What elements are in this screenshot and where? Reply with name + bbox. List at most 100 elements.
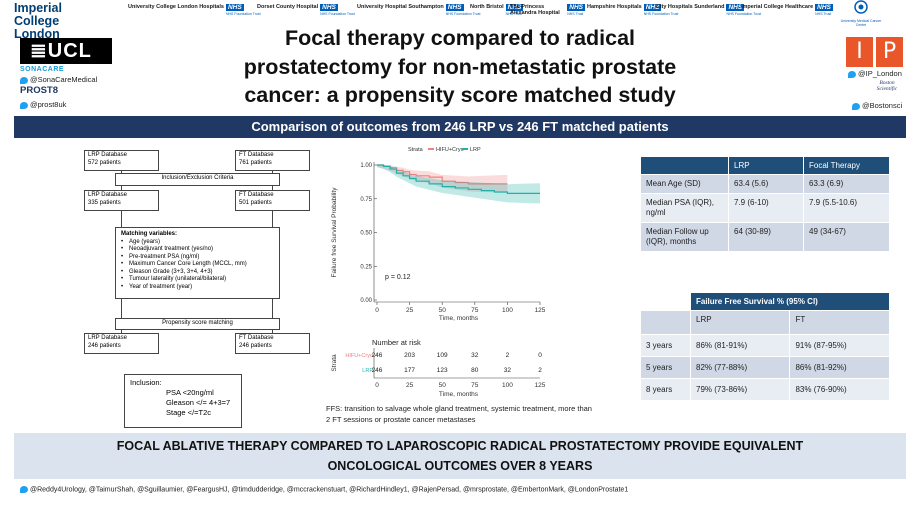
risk-x-tick-label: 0: [375, 382, 379, 389]
imperial-college-logo: Imperial College London: [14, 1, 62, 41]
x-tick-label: 125: [535, 307, 546, 314]
nhs-badge: NHS: [445, 4, 464, 11]
comparison-banner: Comparison of outcomes from 246 LRP vs 2…: [14, 116, 906, 138]
connector: [121, 186, 122, 190]
ip-logo-letter: I: [846, 37, 873, 67]
twitter-icon: [852, 102, 860, 110]
box-line: 246 patients: [88, 342, 121, 349]
title-line: prostatectomy for non-metastatic prostat…: [243, 54, 677, 79]
y-axis-label: Failure free Survival Probability: [331, 187, 338, 278]
table-cell: 86% (81-91%): [689, 334, 791, 357]
trust-logo: North Bristol NHS NHS Trust: [470, 4, 524, 16]
trust-name: University College London Hospitals: [128, 4, 224, 10]
nhs-badge: NHS: [567, 4, 585, 11]
legend-label: LRP: [470, 147, 481, 153]
table-cell: 82% (77-88%): [689, 356, 791, 379]
cancer-centre-label: University Medical Cancer Centre: [840, 19, 882, 27]
risk-value: 177: [404, 367, 415, 374]
twitter-icon: [848, 70, 856, 78]
box-line: FT Database: [239, 335, 274, 341]
inclusion-item: Stage </=T2c: [166, 408, 212, 417]
table-header: LRP: [728, 156, 804, 175]
table-cell: 86% (81-92%): [789, 356, 890, 379]
trust-logo: Dorset County Hospital NHS NHS Foundation …: [257, 4, 355, 16]
x-tick-label: 75: [471, 307, 479, 314]
risk-x-tick-label: 125: [535, 382, 546, 389]
plot-panel: [372, 160, 545, 305]
nhs-block: NHS NHS Trust: [505, 4, 524, 16]
table-cell: Median PSA (IQR), ng/ml: [640, 193, 729, 223]
risk-value: 2: [506, 352, 510, 359]
trust-name: University Hospital Southampton: [357, 4, 444, 10]
trust-logo: Imperial College Healthcare NHS NHS Trust: [741, 4, 833, 16]
prost8-logo: PROST8: [20, 85, 59, 96]
trust-subtitle: NHS Foundation Trust: [726, 12, 762, 16]
y-tick-label: 1.00: [360, 163, 372, 169]
ffs-table: Failure Free Survival % (95% CI) LRP FT 3 …: [640, 292, 890, 401]
box-line: LRP Database: [88, 152, 127, 158]
box-line: 761 patients: [239, 159, 272, 166]
bullet-icon: •: [121, 238, 124, 245]
table-row: 5 years 82% (77-88%) 86% (81-92%): [640, 356, 890, 379]
km-survival-chart: Strata HIFU+Cryo LRP 0.00 0.25 0.50 0.75 1.00 0 2…: [331, 147, 546, 398]
cancer-centre-emblem-icon: [854, 0, 868, 14]
table-cell: 7.9 (5.5-10.6): [803, 193, 890, 223]
risk-value: 32: [471, 352, 479, 359]
table-subheader: [640, 310, 691, 335]
connector: [121, 211, 122, 227]
inclusion-box: Inclusion: PSA <20ng/ml Gleason </= 4+3=…: [124, 374, 242, 428]
conclusion-band: FOCAL ABLATIVE THERAPY COMPARED TO LAPAR…: [14, 433, 906, 479]
title-line: Focal therapy compared to radical: [284, 26, 636, 50]
trust-name: Hampshire Hospitals: [587, 4, 642, 10]
table-row: 3 years 86% (81-91%) 91% (87-95%): [640, 334, 890, 357]
matching-variable: • Neoadjuvant treatment (yes/no): [121, 246, 274, 254]
baseline-table: LRP Focal Therapy Mean Age (SD) 63.4 (5.6…: [640, 156, 890, 252]
connector: [121, 299, 122, 333]
risk-value: 0: [538, 352, 542, 359]
twitter-icon: [20, 101, 28, 109]
matching-variable-text: Maximum Cancer Core Length (MCCL, mm): [129, 261, 247, 267]
prost8-handle: @prost8uk: [20, 100, 66, 109]
bullet-icon: •: [121, 246, 124, 252]
y-tick-label: 0.75: [360, 197, 372, 203]
table-cell: 79% (73-86%): [689, 378, 791, 401]
trust-name: City Hospitals Sunderland: [656, 4, 725, 10]
nhs-badge: NHS: [225, 4, 244, 11]
table-row: 8 years 79% (73-86%) 83% (76-90%): [640, 378, 890, 401]
risk-value: 246: [372, 367, 383, 374]
p-value: p = 0.12: [385, 274, 411, 281]
connector: [272, 211, 273, 227]
x-tick-label: 50: [439, 307, 447, 314]
twitter-icon: [20, 76, 28, 84]
ip-handle: @IP_London: [848, 69, 902, 78]
boston-scientific-logo: Boston Scientific: [876, 80, 898, 92]
table-cell: 3 years: [640, 334, 691, 357]
baseline-table-body: Mean Age (SD) 63.4 (5.6) 63.3 (6.9) Median …: [640, 174, 890, 252]
legend-label: HIFU+Cryo: [436, 147, 464, 153]
sonacare-logo: SONACARE: [20, 66, 65, 73]
x-tick-label: 100: [502, 307, 513, 314]
risk-x-tick-label: 25: [406, 382, 414, 389]
y-tick-label: 0.50: [360, 231, 372, 237]
nhs-block: NHS NHS Foundation Trust: [320, 4, 355, 16]
cancer-centre-logo: University Medical Cancer Centre: [836, 0, 886, 27]
lrp-database-box-3: LRP Database 246 patients: [84, 333, 159, 354]
risk-x-tick-label: 50: [439, 382, 447, 389]
nhs-block: NHS NHS Trust: [815, 4, 833, 16]
table-cell: Median Follow up (IQR), months: [640, 222, 729, 252]
twitter-icon: [20, 486, 28, 493]
risk-value: 2: [538, 367, 542, 374]
matching-variable: • Gleason Grade (3+3, 3+4, 4+3): [121, 269, 274, 277]
ft-database-box-3: FT Database 246 patients: [235, 333, 310, 354]
bullet-icon: •: [121, 283, 124, 290]
footer-handles: @Reddy4Urology, @TaimurShah, @Sguillaumi…: [20, 486, 628, 493]
inclusion-item: PSA <20ng/ml: [166, 388, 214, 397]
table-header: [640, 156, 729, 175]
box-line: 572 patients: [88, 159, 121, 166]
risk-row-label: HIFU+Cryo: [345, 353, 373, 359]
nhs-block: NHS NHS Foundation Trust: [445, 4, 480, 16]
box-line: 246 patients: [239, 342, 272, 349]
bullet-icon: •: [121, 261, 124, 267]
boston-handle: @Bostonsci: [852, 101, 902, 110]
nhs-badge: NHS: [726, 4, 745, 11]
